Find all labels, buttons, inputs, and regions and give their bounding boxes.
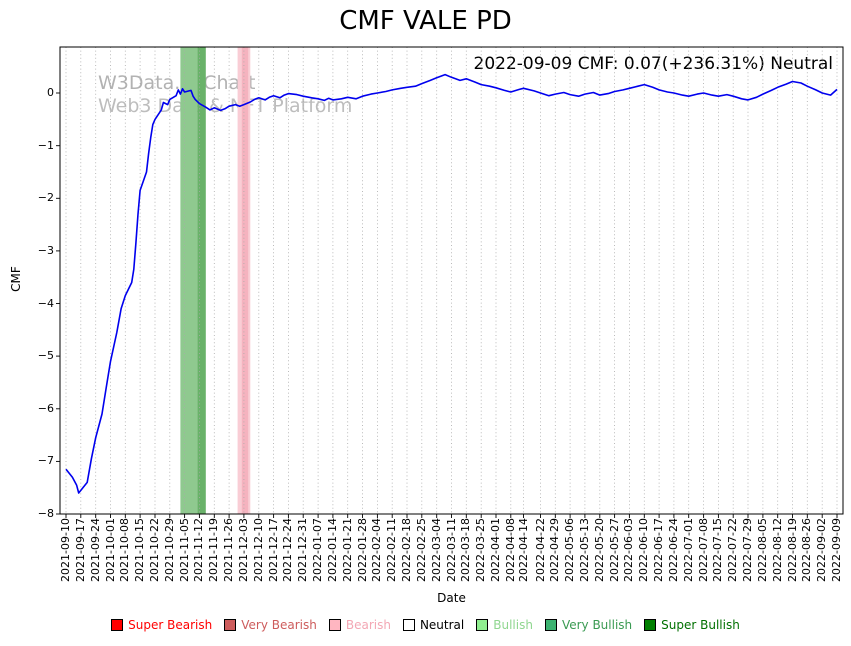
legend-swatch <box>111 619 124 631</box>
x-tick-label: 2022-05-20 <box>592 518 606 582</box>
x-tick-label: 2021-09-24 <box>88 518 102 582</box>
legend-swatch <box>328 619 341 631</box>
x-tick-label: 2022-02-11 <box>385 518 399 582</box>
y-tick-label: −2 <box>37 191 54 205</box>
x-tick-label: 2022-06-24 <box>666 518 680 582</box>
x-tick-label: 2022-03-11 <box>444 518 458 582</box>
legend-item: Super Bullish <box>644 618 740 632</box>
y-tick-label: −3 <box>37 243 54 257</box>
x-tick-label: 2022-01-21 <box>340 518 354 582</box>
x-tick-label: 2022-04-01 <box>489 518 502 582</box>
x-tick-label: 2022-05-13 <box>577 518 591 582</box>
x-tick-label: 2022-07-29 <box>741 518 754 582</box>
x-tick-label: 2022-03-18 <box>459 518 473 582</box>
x-tick-label: 2022-01-28 <box>355 518 369 582</box>
x-tick-label: 2021-09-10 <box>59 518 72 582</box>
legend-item: Neutral <box>402 618 465 632</box>
sentiment-region <box>241 47 249 514</box>
x-tick-label: 2022-07-15 <box>711 518 725 582</box>
legend-label: Bearish <box>345 618 391 632</box>
x-tick-label: 2022-06-17 <box>652 518 666 582</box>
cmf-line <box>65 73 838 494</box>
x-tick-label: 2022-04-08 <box>503 518 517 582</box>
x-tick-label: 2022-04-22 <box>533 518 547 582</box>
x-tick-label: 2021-10-29 <box>162 518 176 582</box>
x-axis-label: Date <box>437 591 466 605</box>
x-tick-label: 2022-01-14 <box>325 518 339 582</box>
x-tick-label: 2022-08-26 <box>800 518 814 582</box>
x-tick-label: 2022-08-19 <box>785 518 799 582</box>
x-tick-label: 2021-09-17 <box>73 518 87 582</box>
legend-label: Neutral <box>419 618 465 632</box>
x-tick-label: 2022-03-04 <box>429 518 443 582</box>
x-tick-label: 2022-04-29 <box>548 518 562 582</box>
y-tick-label: −5 <box>37 349 54 363</box>
x-tick-label: 2022-07-01 <box>681 518 695 582</box>
x-tick-label: 2021-12-17 <box>266 518 280 582</box>
x-tick-label: 2021-10-22 <box>148 518 161 582</box>
legend-label: Very Bearish <box>241 618 317 632</box>
x-tick-label: 2022-07-22 <box>726 518 740 582</box>
watermark-line1: W3Data.io Chart <box>98 72 256 94</box>
x-tick-label: 2021-11-26 <box>222 518 236 582</box>
chart-title: CMF VALE PD <box>339 6 512 36</box>
x-tick-label: 2022-01-07 <box>311 518 325 582</box>
legend-label: Very Bullish <box>561 618 633 632</box>
legend-swatch <box>476 619 489 631</box>
x-tick-label: 2022-02-25 <box>414 518 428 582</box>
x-tick-label: 2021-11-12 <box>192 518 206 582</box>
sentiment-region <box>197 47 206 514</box>
x-tick-label: 2021-12-03 <box>236 518 250 582</box>
watermark-line2: Web3 Data & NFT Platform <box>98 95 353 117</box>
x-tick-label: 2021-11-05 <box>177 518 191 582</box>
legend-item: Very Bullish <box>544 618 633 632</box>
legend-item: Super Bearish <box>111 618 212 632</box>
y-tick-label: −4 <box>37 296 54 310</box>
x-tick-label: 2021-10-01 <box>103 518 117 582</box>
legend-label: Super Bullish <box>661 618 740 632</box>
legend-label: Super Bearish <box>128 618 213 632</box>
x-tick-label: 2022-02-04 <box>370 518 384 582</box>
plot-area <box>56 46 844 518</box>
x-tick-label: 2021-12-10 <box>251 518 265 582</box>
y-tick-label: 0 <box>47 86 54 99</box>
y-tick-label: −6 <box>37 401 54 415</box>
x-tick-label: 2022-06-10 <box>637 518 651 582</box>
y-tick-label: −8 <box>37 507 54 520</box>
y-tick-label: −7 <box>37 454 54 468</box>
legend-item: Bullish <box>476 618 533 632</box>
x-tick-label: 2022-05-27 <box>607 518 621 582</box>
x-tick-label: 2022-07-08 <box>696 518 710 582</box>
legend: Super Bearish Very Bearish Bearish Neutral B… <box>0 618 851 632</box>
x-tick-label: 2021-10-08 <box>118 518 132 582</box>
x-tick-label: 2021-10-15 <box>133 518 147 582</box>
x-tick-label: 2022-09-09 <box>830 518 843 582</box>
legend-swatch <box>644 619 657 631</box>
plot-border <box>59 46 844 515</box>
x-tick-label: 2022-06-03 <box>622 518 636 582</box>
x-tick-label: 2022-02-18 <box>400 518 413 582</box>
sentiment-region <box>180 47 198 514</box>
x-tick-label: 2021-11-19 <box>207 518 221 582</box>
x-tick-label: 2022-05-06 <box>563 518 577 582</box>
x-tick-label: 2022-03-25 <box>474 518 488 582</box>
legend-item: Bearish <box>328 618 391 632</box>
x-tick-label: 2022-08-05 <box>755 518 769 582</box>
legend-swatch <box>402 619 415 631</box>
cmf-annotation: 2022-09-09 CMF: 0.07(+236.31%) Neutral <box>473 54 833 74</box>
x-tick-label: 2022-09-02 <box>815 518 829 582</box>
legend-swatch <box>544 619 557 631</box>
legend-swatch <box>224 619 237 631</box>
x-tick-label: 2021-12-31 <box>296 518 310 582</box>
x-tick-label: 2021-12-24 <box>281 518 295 582</box>
legend-label: Bullish <box>493 618 533 632</box>
legend-item: Very Bearish <box>224 618 317 632</box>
x-tick-labels: 2021-09-10 2021-09-17 2021-09-24 2021-10-01… <box>59 518 843 594</box>
y-tick-labels: 0 −1 −2 −3 −4 −5 −6 −7 −8 <box>0 47 54 520</box>
x-tick-label: 2022-04-14 <box>516 518 530 582</box>
x-tick-label: 2022-08-12 <box>770 518 784 582</box>
y-tick-label: −1 <box>37 138 54 152</box>
